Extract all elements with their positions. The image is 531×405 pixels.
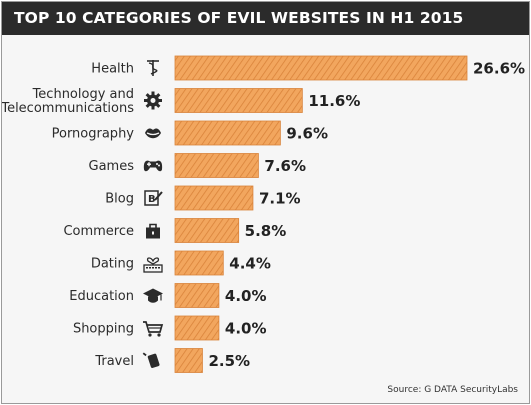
category-label: Education [69, 289, 134, 304]
caduceus-icon [142, 57, 164, 79]
value-label: 4.0% [225, 287, 267, 305]
category-label: Travel [94, 354, 134, 369]
bar [174, 348, 203, 373]
bar [174, 153, 259, 178]
category-label: Health [91, 62, 134, 77]
category-label: Dating [91, 257, 134, 272]
shopping-bag-icon [142, 219, 164, 242]
bar [174, 88, 303, 113]
category-label: Technology and Telecommunications [2, 87, 134, 116]
value-label: 9.6% [286, 125, 328, 143]
graduation-cap-icon [142, 284, 164, 307]
shopping-cart-icon [142, 317, 164, 339]
category-label: Shopping [73, 322, 134, 337]
value-label: 7.6% [264, 157, 306, 175]
category-label: Games [89, 159, 135, 174]
bar [174, 120, 281, 146]
bar [174, 250, 224, 276]
value-label: 4.4% [229, 255, 271, 273]
value-label: 7.1% [259, 190, 301, 208]
category-label: Pornography [52, 127, 135, 142]
value-label: 5.8% [245, 222, 287, 240]
source-note: Source: G DATA SecurityLabs [387, 385, 518, 395]
bar [174, 218, 240, 243]
blog-icon: B [142, 187, 164, 209]
value-label: 26.6% [473, 60, 525, 78]
gamepad-icon [142, 154, 164, 177]
svg-text:B: B [148, 194, 156, 205]
keyboard-heart-icon [142, 252, 164, 274]
bar [174, 185, 254, 211]
bar [174, 55, 468, 81]
value-label: 4.0% [225, 320, 267, 338]
category-label: Blog [105, 192, 134, 207]
suitcase-icon [142, 349, 164, 372]
category-label: Commerce [63, 224, 134, 239]
value-label: 11.6% [308, 92, 360, 110]
bar [174, 315, 220, 341]
lips-icon [142, 122, 164, 144]
value-label: 2.5% [208, 352, 250, 370]
chart-title: TOP 10 CATEGORIES OF EVIL WEBSITES IN H1… [14, 9, 464, 27]
bar [174, 283, 220, 308]
title-bar: TOP 10 CATEGORIES OF EVIL WEBSITES IN H1… [2, 2, 529, 35]
gear-icon [142, 89, 164, 112]
